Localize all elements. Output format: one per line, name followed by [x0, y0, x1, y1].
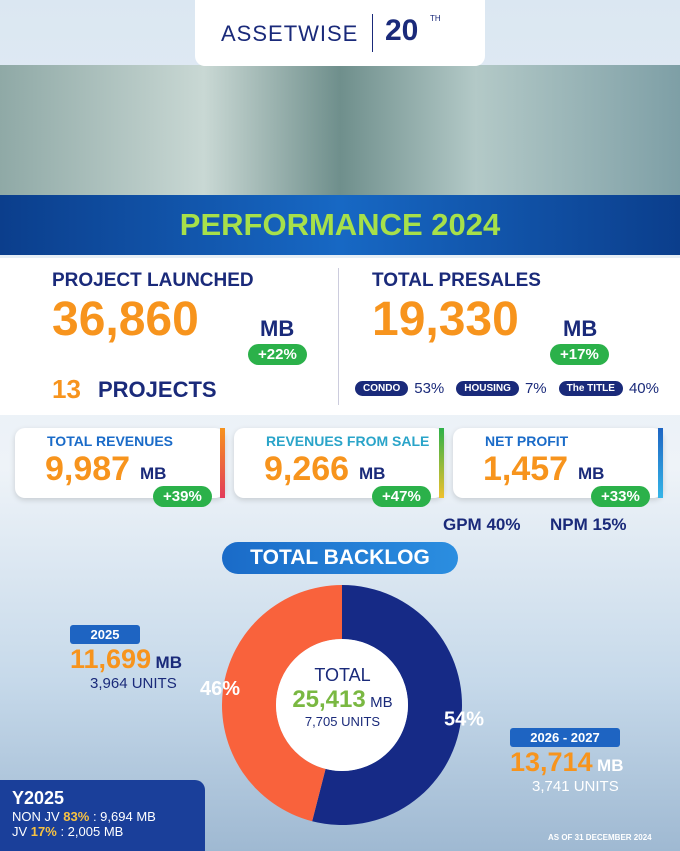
card-label: TOTAL REVENUES	[47, 433, 174, 449]
donut-slice	[222, 585, 342, 822]
period-value: 11,699	[70, 644, 152, 674]
card-label: NET PROFIT	[485, 433, 569, 449]
row-label: JV	[12, 824, 28, 839]
slice-label: 54%	[444, 709, 484, 731]
y2025-rows: NON JV 83% : 9,694 MB JV 17% : 2,005 MB	[12, 809, 205, 839]
npm: NPM 15%	[550, 515, 627, 534]
growth: +17%	[550, 344, 609, 365]
label: TOTAL PRESALES	[372, 270, 541, 291]
center-unit: MB	[370, 694, 393, 711]
y2025-box: Y2025 NON JV 83% : 9,694 MB JV 17% : 2,00…	[0, 780, 205, 851]
y2025-row: NON JV 83% : 9,694 MB	[12, 809, 205, 824]
donut-hole	[276, 639, 408, 771]
summary-panel: PROJECT LAUNCHED 36,860 MB +22% 13 PROJE…	[0, 258, 680, 415]
center-units: 7,705 UNITS	[304, 714, 381, 729]
card-growth: +47%	[372, 486, 431, 507]
card-growth: +33%	[591, 486, 650, 507]
row-label: NON JV	[12, 809, 60, 824]
value: 19,330	[372, 293, 519, 346]
backlog-title: TOTAL BACKLOG	[222, 542, 458, 574]
row-share: 83%	[63, 809, 90, 824]
unit: MB	[563, 316, 598, 341]
photo-banner	[0, 65, 680, 195]
unit: MB	[260, 316, 295, 341]
growth: +22%	[248, 344, 307, 365]
row-amount: : 9,694 MB	[92, 809, 156, 824]
card-unit: MB	[359, 464, 386, 483]
logo: ASSETWISE	[221, 21, 359, 46]
card-value: 9,266	[264, 450, 350, 488]
card-growth: +39%	[153, 486, 212, 507]
period-units: 3,964 UNITS	[90, 675, 177, 692]
donut-center: TOTAL 25,413 MB 7,705 UNITS	[230, 665, 455, 729]
divider	[338, 268, 339, 405]
anniversary-sup: TH	[430, 14, 441, 23]
period-label: 2025	[70, 625, 140, 644]
card-unit: MB	[140, 464, 167, 483]
center-label: TOTAL	[314, 665, 371, 685]
card-value: 9,987	[45, 450, 131, 488]
card-label: REVENUES FROM SALE	[266, 433, 430, 449]
donut-slice	[312, 585, 463, 825]
y2025-title: Y2025	[12, 788, 65, 808]
segment-share: 7%	[524, 380, 547, 397]
row-share: 17%	[30, 824, 57, 839]
card-value: 1,457	[483, 450, 569, 488]
value: 36,860	[52, 293, 199, 346]
period: 2026 - 2027 13,714 MB 3,741 UNITS	[510, 728, 624, 795]
count-label: PROJECTS	[98, 377, 217, 402]
period-unit: MB	[597, 756, 624, 775]
period-value: 13,714	[510, 747, 593, 777]
anniversary: 20	[385, 14, 419, 47]
segment-share: 40%	[628, 380, 659, 397]
y2025-row: JV 17% : 2,005 MB	[12, 824, 205, 839]
label: PROJECT LAUNCHED	[52, 270, 254, 291]
logo-box: ASSETWISE 20 TH	[195, 0, 485, 66]
segment-name: HOUSING	[456, 381, 519, 396]
divider	[372, 14, 373, 52]
period-label: 2026 - 2027	[510, 728, 620, 747]
segment-name: The TITLE	[558, 381, 623, 396]
gpm: GPM 40%	[443, 515, 521, 534]
row-amount: : 2,005 MB	[60, 824, 124, 839]
period-units: 3,741 UNITS	[532, 778, 619, 795]
card: TOTAL REVENUES 9,987 MB +39%	[15, 428, 225, 507]
count: 13	[52, 374, 81, 404]
segment-name: CONDO	[355, 381, 409, 396]
period: 2025 11,699 MB 3,964 UNITS	[70, 625, 182, 692]
note: AS OF 31 DECEMBER 2024	[548, 833, 652, 842]
title: PERFORMANCE 2024	[179, 207, 501, 242]
presales-split: CONDO 53% HOUSING 7% The TITLE 40%	[355, 380, 665, 397]
period-unit: MB	[155, 653, 182, 672]
title-banner: PERFORMANCE 2024	[0, 195, 680, 255]
card: REVENUES FROM SALE 9,266 MB +47%	[234, 428, 444, 507]
card-unit: MB	[578, 464, 605, 483]
slice-label: 46%	[200, 678, 240, 700]
center-value: 25,413	[292, 686, 366, 713]
card: NET PROFIT 1,457 MB +33%	[453, 428, 663, 507]
segment-share: 53%	[414, 380, 445, 397]
